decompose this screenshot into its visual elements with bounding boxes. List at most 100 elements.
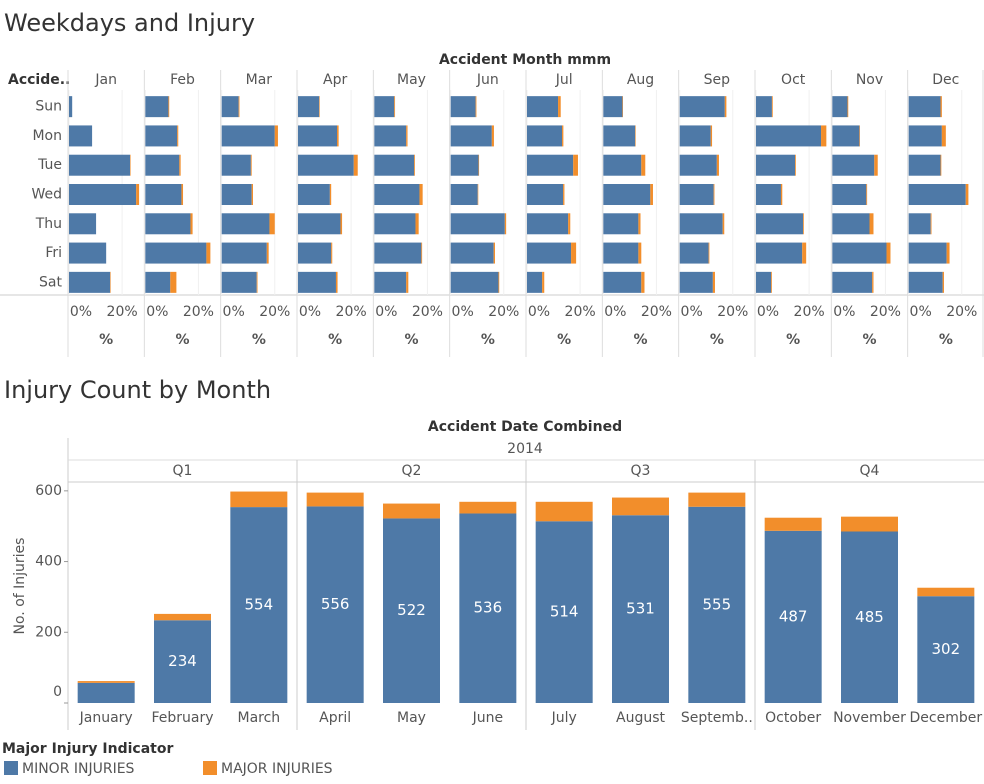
x-axis-label: % [862,332,876,348]
bar-segment [573,154,578,176]
bar-segment [69,125,93,147]
bar-segment [337,125,339,147]
bar-segment [562,125,564,147]
bar-segment [374,213,416,235]
bar-segment [374,242,422,264]
bar-segment [940,96,942,118]
data-label: 536 [474,599,503,617]
bar-segment [69,213,97,235]
bar-segment [756,271,772,293]
bar-segment [571,242,577,264]
bar-segment [832,242,887,264]
bar-segment [251,184,253,205]
data-label: 554 [245,596,274,614]
row-title: Accide.. [8,72,70,88]
bar-segment [869,213,874,235]
bar-segment [713,184,715,205]
bar-segment [764,530,822,703]
bar-segment [374,184,420,205]
bar-segment [450,125,492,147]
bar-segment [450,242,494,264]
bar-segment [190,213,193,235]
x-tick-label: February [151,710,213,726]
bar-segment [679,242,709,264]
bar-segment [154,620,211,703]
bar-segment [168,96,170,118]
bar-segment [908,242,947,264]
bar-segment [415,213,419,235]
bar-segment [603,96,623,118]
bar-segment [450,213,505,235]
bar-segment [603,125,636,147]
bar-segment [383,503,440,519]
bar-segment [650,184,653,205]
bar-segment [641,271,645,293]
bar-segment [847,96,849,118]
bar-segment [298,271,336,293]
bar-segment [353,154,358,176]
bar-segment [558,96,561,118]
bar-segment [230,491,288,508]
quarter-header: Q3 [631,463,651,479]
bar-segment [419,184,423,205]
bar-segment [406,125,408,147]
x-tick-label: 20% [107,304,138,320]
bar-segment [832,213,870,235]
bar-segment [908,213,931,235]
data-label: 302 [932,640,961,658]
bar-segment [908,96,941,118]
x-tick-label: 0% [910,304,932,320]
y-tick-label: 0 [53,684,62,700]
bar-segment [638,213,641,235]
bar-segment [771,271,772,293]
legend-title: Major Injury Indicator [2,741,173,757]
bar-segment [841,531,898,703]
x-tick-label: 0% [604,304,626,320]
bar-segment [298,242,332,264]
bar-segment [603,154,642,176]
x-axis-label: % [557,332,571,348]
bar-segment [764,517,822,531]
bar-segment [527,184,564,205]
x-tick-label: August [616,710,666,726]
x-tick-label: 0% [681,304,703,320]
bar-segment [756,184,781,205]
y-tick-label: 400 [35,554,62,570]
x-axis-label: % [252,332,266,348]
data-label: 485 [855,608,884,626]
bar-segment [221,96,239,118]
bar-segment [266,242,269,264]
bar-segment [170,271,177,293]
legend-label: MAJOR INJURIES [221,761,333,777]
x-tick-label: 0% [528,304,550,320]
bar-segment [145,213,191,235]
bar-segment [603,184,651,205]
bar-segment [145,242,207,264]
x-tick-label: 20% [259,304,290,320]
data-label: 522 [397,601,426,619]
bar-segment [177,125,179,147]
data-label: 487 [779,607,808,625]
panel-header: Mar [246,72,273,88]
bar-segment [110,271,111,293]
bar-segment [688,492,746,507]
bar-segment [780,184,783,205]
bar-segment [77,681,135,683]
row-label: Sat [39,274,62,290]
x-tick-label: 20% [717,304,748,320]
bar-segment [298,213,341,235]
bar-segment [771,96,773,118]
panel-header: Feb [170,72,195,88]
x-tick-label: Septemb.. [681,710,753,726]
x-tick-label: 20% [412,304,443,320]
bar-segment [802,242,807,264]
bar-segment [221,271,257,293]
row-label: Sun [35,99,62,115]
x-axis-label: % [404,332,418,348]
bar-segment [394,96,396,118]
y-tick-label: 200 [35,624,62,640]
x-tick-label: March [237,710,280,726]
row-label: Fri [45,245,62,261]
bar-segment [603,242,639,264]
bar-segment [679,96,725,118]
